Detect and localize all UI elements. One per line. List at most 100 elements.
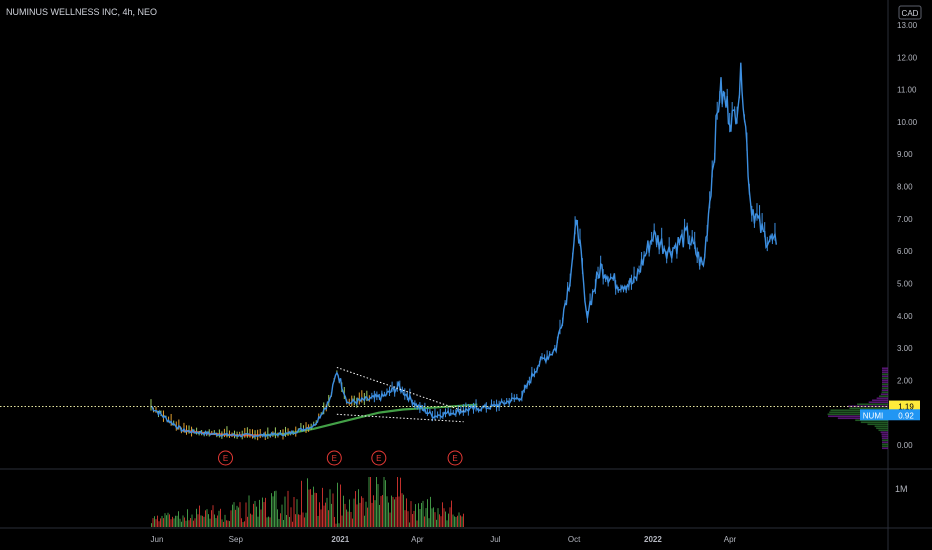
- currency-badge[interactable]: CAD: [898, 5, 922, 20]
- volume-bar: [428, 518, 430, 527]
- volume-bar: [266, 517, 268, 527]
- volume-profile-bar: [882, 367, 888, 370]
- volume-bar: [274, 491, 276, 527]
- volume-bar: [317, 515, 319, 527]
- volume-profile-bar: [880, 431, 888, 434]
- volume-bar: [412, 514, 414, 527]
- time-axis[interactable]: Jun Sep 2021 Apr Jul Oct 2022 Apr: [151, 535, 737, 544]
- volume-bar: [419, 509, 421, 527]
- volume-bar: [446, 520, 448, 527]
- volume-bar: [208, 514, 210, 527]
- volume-bar: [286, 514, 288, 527]
- volume-bar: [364, 515, 366, 527]
- volume-bar: [443, 508, 445, 527]
- volume-profile-bar: [881, 383, 888, 386]
- volume-bar: [391, 495, 393, 527]
- volume-profile-bar: [881, 377, 888, 380]
- volume-bar: [233, 502, 235, 527]
- volume-bar: [284, 496, 286, 527]
- volume-bar: [298, 514, 300, 527]
- volume-bar: [232, 504, 234, 527]
- volume-bar: [371, 502, 373, 527]
- volume-profile-bar: [827, 413, 888, 416]
- volume-bar: [209, 518, 211, 527]
- volume-bar: [337, 482, 339, 527]
- volume-bar: [292, 521, 294, 527]
- volume-bar: [244, 521, 246, 527]
- y-tick-label: 7.00: [897, 215, 913, 224]
- volume-bar: [338, 523, 340, 527]
- volume-bar: [290, 507, 292, 527]
- volume-bar: [365, 501, 367, 527]
- volume-bar: [170, 519, 172, 527]
- volume-bar: [398, 496, 400, 527]
- volume-profile-bar: [881, 385, 888, 388]
- volume-bar: [241, 518, 243, 527]
- earnings-circle: [218, 450, 234, 466]
- volume-bar: [283, 519, 285, 527]
- earnings-marker[interactable]: E: [326, 450, 342, 466]
- trendline[interactable]: [336, 366, 464, 412]
- volume-profile-bar: [881, 379, 888, 382]
- earnings-marker[interactable]: E: [447, 450, 463, 466]
- volume-bar: [377, 484, 379, 527]
- volume-bar: [457, 515, 459, 527]
- volume-bar: [409, 522, 411, 527]
- volume-profile-bar: [881, 435, 888, 438]
- volume-bar: [424, 516, 426, 527]
- volume-bar: [382, 495, 384, 527]
- x-tick-label: Jun: [151, 535, 164, 544]
- currency-label: CAD: [902, 9, 919, 18]
- chart-title: NUMINUS WELLNESS INC, 4h, NEO: [6, 7, 157, 17]
- volume-bar: [299, 514, 301, 527]
- x-tick-label: Oct: [568, 535, 581, 544]
- volume-bar: [314, 492, 316, 527]
- x-tick-label: Sep: [229, 535, 244, 544]
- symbol-price-tag: NUMI 0.92: [860, 409, 920, 421]
- volume-bar: [404, 510, 406, 527]
- volume-bar: [164, 513, 166, 527]
- volume-bar: [320, 509, 322, 527]
- volume-profile-bar: [828, 415, 888, 418]
- volume-bar: [220, 508, 222, 527]
- y-tick-label: 4.00: [897, 312, 913, 321]
- volume-bar: [400, 477, 402, 527]
- earnings-circle: [326, 450, 342, 466]
- volume-bar: [329, 489, 331, 527]
- earnings-circle: [371, 450, 387, 466]
- volume-bar: [236, 505, 238, 527]
- volume-bar: [343, 495, 345, 527]
- volume-bar: [455, 517, 457, 527]
- volume-bar: [302, 512, 304, 527]
- volume-profile-bar: [876, 397, 888, 400]
- volume-bar: [445, 511, 447, 527]
- volume-bar: [218, 510, 220, 527]
- volume-bar: [200, 515, 202, 527]
- earnings-marker[interactable]: E: [371, 450, 387, 466]
- volume-bar: [356, 504, 358, 527]
- volume-bar: [278, 518, 280, 527]
- trendline[interactable]: [336, 413, 464, 423]
- volume-bar: [265, 497, 267, 527]
- volume-bar: [430, 496, 432, 527]
- volume-bar: [460, 515, 462, 527]
- volume-bar: [224, 514, 226, 527]
- volume-profile-bar: [881, 387, 888, 390]
- volume-bar: [383, 477, 385, 527]
- volume-bar: [176, 515, 178, 527]
- volume-bar: [185, 520, 187, 527]
- volume-bar: [199, 505, 201, 527]
- volume-bar: [173, 518, 175, 527]
- volume-bar: [392, 497, 394, 527]
- volume-profile-bar: [881, 447, 888, 450]
- volume-profile-bar: [882, 373, 888, 376]
- volume-bar: [344, 503, 346, 527]
- volume-bar: [437, 508, 439, 527]
- earnings-marker[interactable]: E: [218, 450, 234, 466]
- volume-profile-bar: [830, 409, 888, 412]
- volume-profile-bar: [874, 425, 888, 428]
- volume-bar: [151, 523, 153, 527]
- volume-bar: [358, 489, 360, 527]
- volume-bar: [184, 517, 186, 527]
